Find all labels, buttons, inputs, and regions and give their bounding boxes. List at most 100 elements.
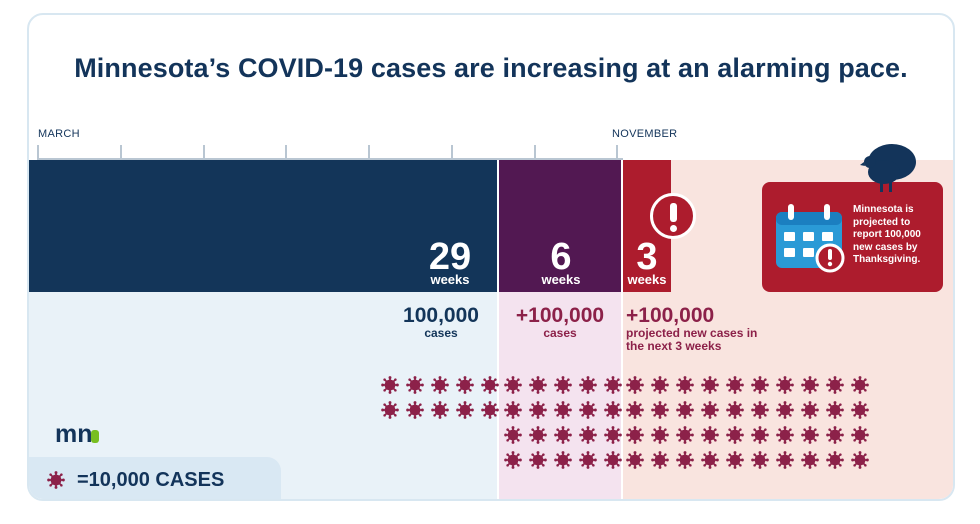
alert-icon — [650, 193, 696, 239]
virus-icon — [431, 376, 449, 394]
virus-icon — [504, 401, 522, 419]
virus-icon — [651, 401, 669, 419]
virus-icon — [726, 426, 744, 444]
cases-label: cases — [543, 326, 577, 341]
timeline-tick — [616, 145, 618, 160]
weeks-count-1: 29 weeks — [410, 238, 490, 286]
timeline-tick — [451, 145, 453, 160]
virus-icon — [604, 376, 622, 394]
virus-icon-grid-3 — [626, 376, 869, 469]
virus-icon — [626, 451, 644, 469]
weeks-label: weeks — [627, 272, 667, 287]
virus-icon — [726, 451, 744, 469]
virus-icon — [554, 426, 572, 444]
virus-icon — [851, 426, 869, 444]
virus-icon — [651, 426, 669, 444]
callout-text: Minnesota is projected to report 100,000… — [853, 204, 921, 265]
timeline-tick — [37, 145, 39, 160]
virus-icon — [381, 401, 399, 419]
turkey-icon — [860, 144, 916, 192]
virus-icon — [751, 451, 769, 469]
virus-icon — [751, 426, 769, 444]
virus-icon — [579, 451, 597, 469]
virus-icon — [826, 376, 844, 394]
virus-icon — [676, 426, 694, 444]
virus-icon — [676, 451, 694, 469]
virus-icon — [456, 401, 474, 419]
cases-value: +100,000 — [515, 304, 605, 327]
virus-icon — [604, 401, 622, 419]
logo-text: mn — [55, 423, 93, 447]
virus-icon — [776, 451, 794, 469]
virus-icon — [826, 451, 844, 469]
virus-icon — [554, 451, 572, 469]
virus-icon — [456, 376, 474, 394]
virus-icon — [529, 376, 547, 394]
divider — [621, 160, 623, 499]
virus-icon — [554, 376, 572, 394]
virus-icon — [801, 376, 819, 394]
weeks-number: 29 — [428, 236, 472, 278]
virus-icon — [481, 401, 499, 419]
virus-icon — [579, 401, 597, 419]
virus-icon — [406, 376, 424, 394]
cases-label: cases — [424, 326, 458, 341]
virus-icon — [529, 401, 547, 419]
period-bar-6-weeks — [498, 160, 622, 292]
thanksgiving-callout: Minnesota is projected to report 100,000… — [762, 144, 943, 292]
virus-icon — [406, 401, 424, 419]
virus-icon — [676, 401, 694, 419]
virus-icon — [504, 376, 522, 394]
virus-icon — [801, 451, 819, 469]
divider — [497, 160, 499, 499]
virus-icon — [626, 426, 644, 444]
cases-2: +100,000 cases — [498, 304, 622, 341]
timeline-tick — [285, 145, 287, 160]
virus-icon — [651, 451, 669, 469]
virus-icon — [776, 376, 794, 394]
cases-label: projected new cases in the next 3 weeks — [626, 326, 758, 353]
virus-icon — [801, 426, 819, 444]
virus-icon — [751, 401, 769, 419]
cases-1: 100,000 cases — [381, 304, 501, 341]
timeline-tick — [203, 145, 205, 160]
virus-icon — [604, 451, 622, 469]
virus-icon — [701, 451, 719, 469]
virus-icon — [726, 401, 744, 419]
virus-icon — [504, 426, 522, 444]
virus-icon — [504, 451, 522, 469]
virus-icon — [851, 401, 869, 419]
period-bar-29-weeks — [29, 160, 498, 292]
calendar-icon — [776, 204, 845, 273]
virus-icon — [579, 426, 597, 444]
virus-icon — [529, 451, 547, 469]
virus-icon — [626, 401, 644, 419]
mn-logo: mn — [55, 423, 99, 447]
page-title: Minnesota’s COVID-19 cases are increasin… — [74, 53, 908, 83]
virus-icon — [554, 401, 572, 419]
virus-icon — [851, 451, 869, 469]
virus-icon — [381, 376, 399, 394]
weeks-count-2: 6 weeks — [531, 238, 591, 286]
infographic-card: Minnesota’s COVID-19 cases are increasin… — [27, 13, 955, 501]
virus-icon — [801, 401, 819, 419]
weeks-label: weeks — [541, 272, 581, 287]
legend-text: =10,000 CASES — [77, 469, 225, 491]
virus-icon-grid-2 — [504, 376, 622, 469]
timeline-tick — [368, 145, 370, 160]
virus-icon — [481, 376, 499, 394]
weeks-number: 3 — [636, 236, 658, 278]
timeline-axis — [37, 158, 623, 160]
virus-icon — [604, 426, 622, 444]
virus-icon — [726, 376, 744, 394]
weeks-label: weeks — [430, 272, 470, 287]
virus-icon-grid-1 — [381, 376, 499, 419]
virus-icon — [431, 401, 449, 419]
timeline-start-label: MARCH — [38, 128, 80, 140]
virus-icon — [579, 376, 597, 394]
virus-icon — [851, 376, 869, 394]
virus-icon — [751, 376, 769, 394]
virus-icon — [626, 376, 644, 394]
virus-icon — [47, 471, 65, 489]
weeks-count-3: 3 weeks — [623, 238, 671, 286]
